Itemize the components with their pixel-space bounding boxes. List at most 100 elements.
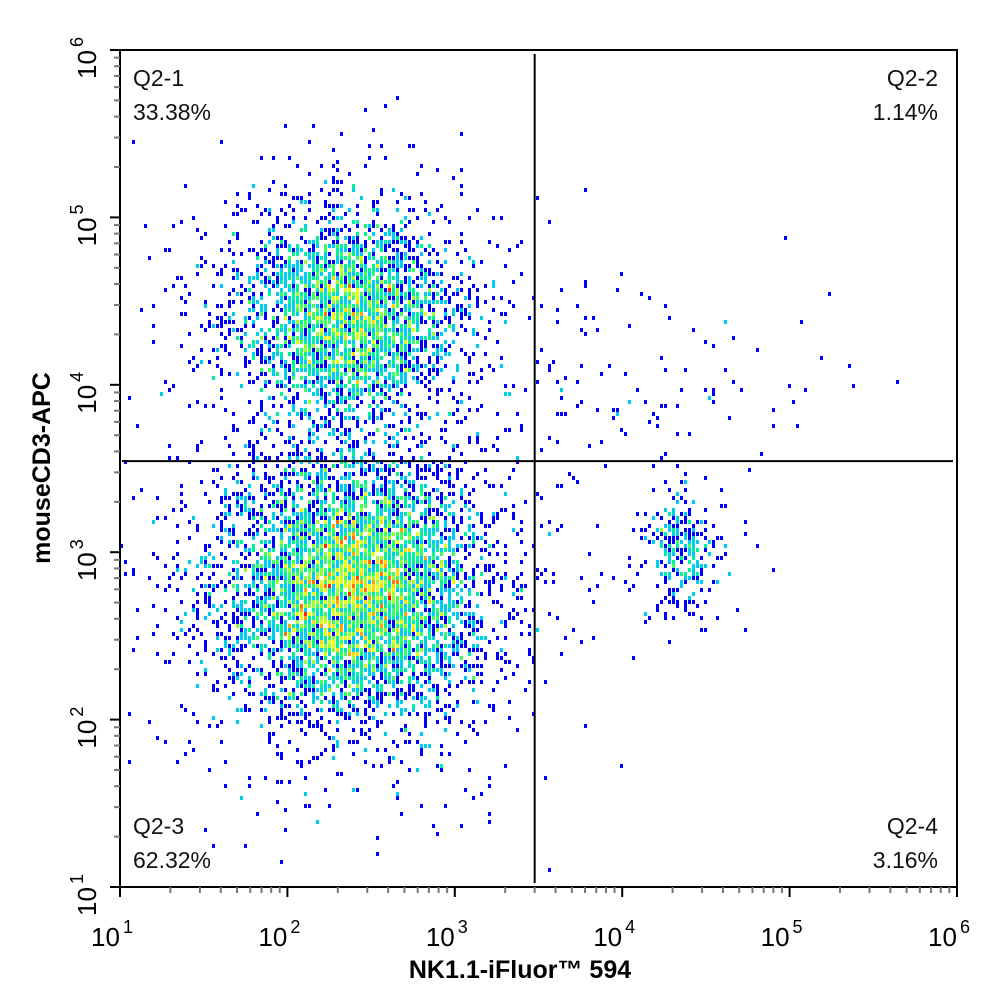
density-point — [472, 584, 475, 588]
density-point — [432, 368, 435, 372]
density-point — [308, 536, 311, 540]
density-point — [432, 316, 435, 320]
density-point — [376, 360, 379, 364]
density-point — [588, 444, 591, 448]
density-point — [220, 496, 223, 500]
density-point — [308, 300, 311, 304]
density-point — [372, 468, 375, 472]
density-point — [412, 296, 415, 300]
density-point — [376, 536, 379, 540]
density-point — [376, 688, 379, 692]
density-point — [360, 484, 363, 488]
density-point — [364, 700, 367, 704]
density-point — [400, 288, 403, 292]
density-point — [472, 664, 475, 668]
density-point — [292, 308, 295, 312]
density-point — [464, 500, 467, 504]
density-point — [352, 752, 355, 756]
density-point — [236, 624, 239, 628]
density-point — [564, 376, 567, 380]
density-point — [396, 440, 399, 444]
density-point — [444, 632, 447, 636]
density-point — [260, 428, 263, 432]
density-point — [320, 472, 323, 476]
density-point — [400, 336, 403, 340]
density-point — [404, 376, 407, 380]
density-point — [332, 560, 335, 564]
density-point — [376, 476, 379, 480]
density-point — [388, 528, 391, 532]
density-point — [492, 280, 495, 284]
density-point — [340, 252, 343, 256]
density-point — [184, 632, 187, 636]
density-point — [340, 600, 343, 604]
density-point — [304, 340, 307, 344]
density-point — [400, 672, 403, 676]
density-point — [368, 156, 371, 160]
density-point — [244, 364, 247, 368]
density-point — [436, 616, 439, 620]
density-point — [424, 280, 427, 284]
density-point — [216, 468, 219, 472]
density-point — [260, 652, 263, 656]
density-point — [456, 524, 459, 528]
density-point — [508, 700, 511, 704]
density-point — [364, 352, 367, 356]
density-point — [264, 496, 267, 500]
density-point — [364, 244, 367, 248]
density-point — [500, 364, 503, 368]
density-point — [444, 548, 447, 552]
density-point — [436, 496, 439, 500]
density-point — [448, 548, 451, 552]
density-point — [280, 588, 283, 592]
density-point — [264, 336, 267, 340]
density-point — [340, 364, 343, 368]
density-point — [412, 648, 415, 652]
density-point — [236, 472, 239, 476]
density-point — [316, 680, 319, 684]
density-point — [304, 300, 307, 304]
density-point — [352, 308, 355, 312]
density-point — [368, 412, 371, 416]
density-point — [416, 496, 419, 500]
density-point — [372, 544, 375, 548]
density-point — [480, 376, 483, 380]
density-point — [536, 576, 539, 580]
density-point — [416, 652, 419, 656]
density-point — [468, 668, 471, 672]
density-point — [292, 296, 295, 300]
density-point — [368, 716, 371, 720]
density-point — [392, 556, 395, 560]
density-point — [360, 596, 363, 600]
density-point — [384, 256, 387, 260]
density-point — [380, 372, 383, 376]
density-point — [404, 344, 407, 348]
density-point — [348, 516, 351, 520]
density-point — [504, 544, 507, 548]
density-point — [432, 648, 435, 652]
density-point — [360, 520, 363, 524]
density-point — [432, 272, 435, 276]
density-point — [292, 572, 295, 576]
density-point — [356, 392, 359, 396]
density-point — [308, 600, 311, 604]
density-point — [236, 648, 239, 652]
density-point — [428, 500, 431, 504]
density-point — [428, 396, 431, 400]
density-point — [320, 616, 323, 620]
density-point — [420, 804, 423, 808]
density-point — [404, 568, 407, 572]
density-point — [356, 484, 359, 488]
density-point — [320, 648, 323, 652]
density-point — [276, 328, 279, 332]
density-point — [344, 364, 347, 368]
density-point — [404, 412, 407, 416]
density-point — [372, 552, 375, 556]
density-point — [320, 396, 323, 400]
density-point — [252, 616, 255, 620]
density-point — [228, 464, 231, 468]
density-point — [272, 544, 275, 548]
density-point — [444, 584, 447, 588]
density-point — [252, 516, 255, 520]
density-point — [384, 616, 387, 620]
